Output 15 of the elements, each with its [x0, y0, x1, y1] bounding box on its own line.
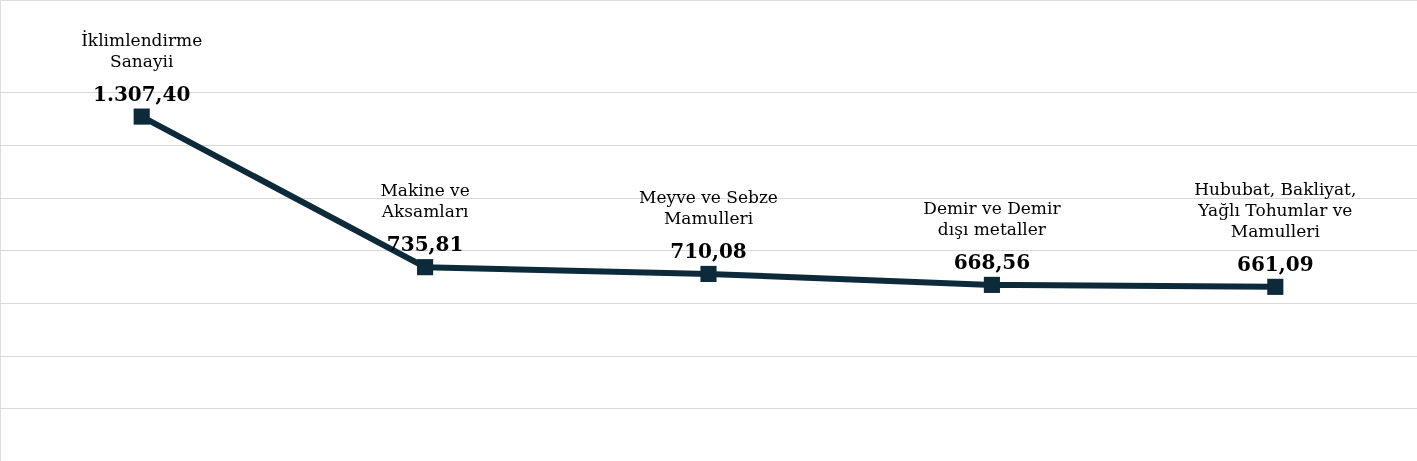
point — [1267, 278, 1284, 295]
data-label: 661,09 — [1237, 251, 1314, 276]
x-tick-label: Hububat, Bakliyat, Yağlı Tohumlar ve Mamulleri — [1194, 178, 1357, 241]
x-tick-label: Meyve ve Sebze Mamulleri — [639, 186, 778, 228]
data-label: 668,56 — [953, 249, 1031, 274]
data-label: 710,08 — [670, 238, 747, 263]
point — [133, 108, 150, 125]
x-tick-label: İklimlendirme Sanayii — [81, 29, 203, 71]
x-tick-label: Makine ve Aksamları — [380, 180, 470, 222]
point — [983, 276, 1000, 293]
point — [417, 259, 434, 276]
x-tick-label: Demir ve Demir dışı metaller — [923, 197, 1062, 239]
data-label: 1.307,40 — [92, 81, 191, 106]
data-label: 735,81 — [386, 232, 464, 257]
point — [700, 265, 717, 283]
